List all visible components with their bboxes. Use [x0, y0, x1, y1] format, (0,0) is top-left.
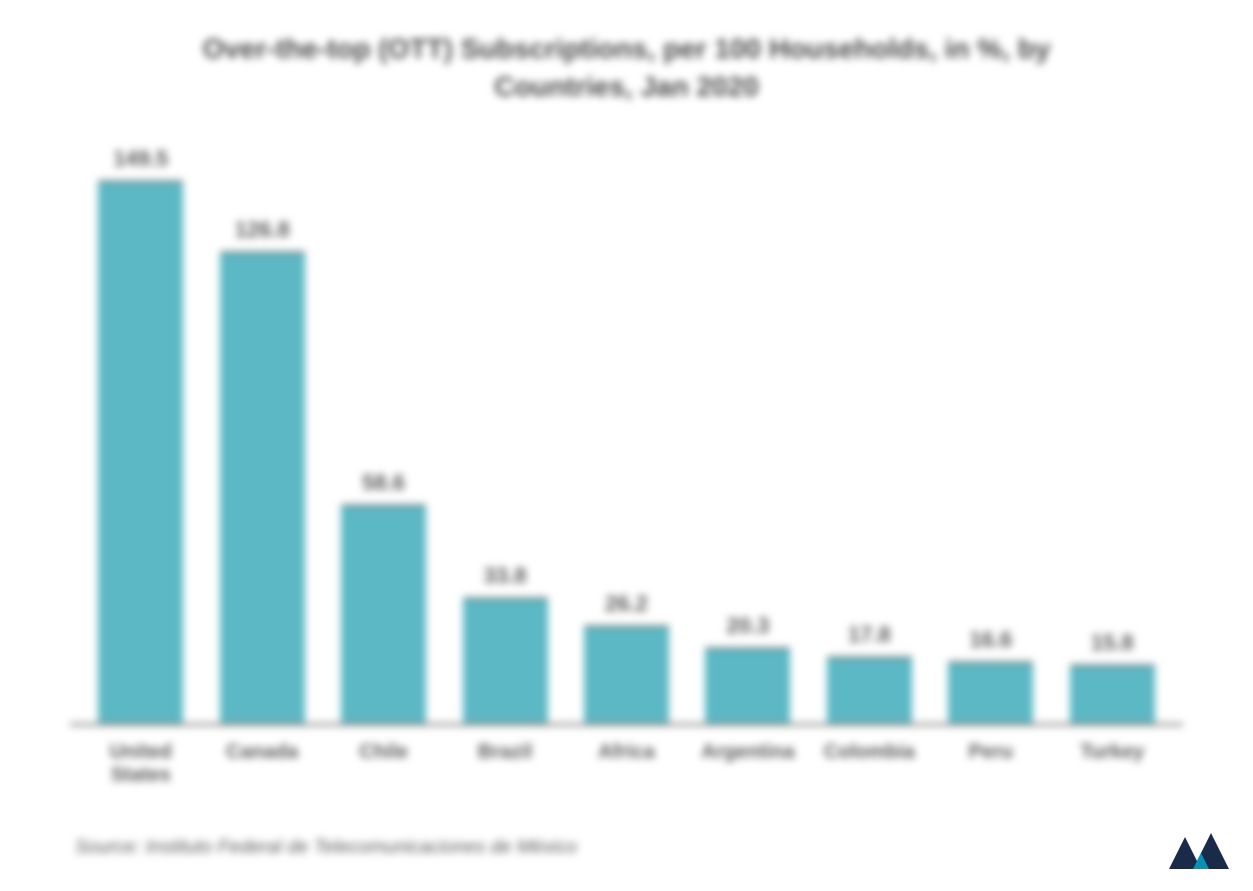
x-axis-category-label: Peru	[930, 741, 1051, 787]
brand-logo	[1165, 827, 1235, 873]
bar	[1070, 664, 1155, 723]
bar-value-label: 17.8	[848, 622, 891, 648]
x-axis-category-label: Argentina	[687, 741, 808, 787]
x-axis-category-label: Chile	[323, 741, 444, 787]
bar-group: 26.2	[566, 146, 687, 723]
bar-value-label: 16.6	[969, 627, 1012, 653]
x-axis-category-label: Brazil	[444, 741, 565, 787]
x-axis-category-label: United States	[80, 741, 201, 787]
bar-group: 58.6	[323, 146, 444, 723]
bar	[98, 180, 183, 723]
bar-value-label: 33.8	[484, 563, 527, 589]
bar-group: 149.5	[80, 146, 201, 723]
bar-value-label: 20.3	[726, 613, 769, 639]
bars-wrapper: 149.5 126.8 58.6 33.8 26.2 20.3 17.8 16.6 15.8	[70, 146, 1183, 723]
bar	[948, 661, 1033, 723]
source-citation: Source: Instituto Federal de Telecomunic…	[75, 837, 1203, 859]
bar-group: 20.3	[687, 146, 808, 723]
x-axis-category-label: Turkey	[1052, 741, 1173, 787]
bar	[705, 647, 790, 723]
bar-group: 17.8	[809, 146, 930, 723]
bar-value-label: 58.6	[362, 470, 405, 496]
chart-container: Over-the-top (OTT) Subscriptions, per 10…	[50, 30, 1203, 861]
chart-title: Over-the-top (OTT) Subscriptions, per 10…	[50, 30, 1203, 106]
x-axis-category-label: Africa	[566, 741, 687, 787]
bar-value-label: 126.8	[235, 217, 290, 243]
x-axis-category-label: Canada	[201, 741, 322, 787]
bar-value-label: 149.5	[113, 146, 168, 172]
bar-value-label: 26.2	[605, 591, 648, 617]
bar-value-label: 15.8	[1091, 630, 1134, 656]
bar-group: 16.6	[930, 146, 1051, 723]
x-axis-category-label: Colombia	[809, 741, 930, 787]
bar	[827, 656, 912, 722]
bar	[220, 251, 305, 723]
bar	[341, 504, 426, 722]
chart-plot-area: 149.5 126.8 58.6 33.8 26.2 20.3 17.8 16.6 15.8	[70, 146, 1183, 726]
bar	[463, 597, 548, 723]
bar-group: 15.8	[1052, 146, 1173, 723]
bar-group: 126.8	[201, 146, 322, 723]
bar-group: 33.8	[444, 146, 565, 723]
x-axis-labels: United StatesCanadaChileBrazilAfricaArge…	[70, 741, 1183, 787]
bar	[584, 625, 669, 723]
